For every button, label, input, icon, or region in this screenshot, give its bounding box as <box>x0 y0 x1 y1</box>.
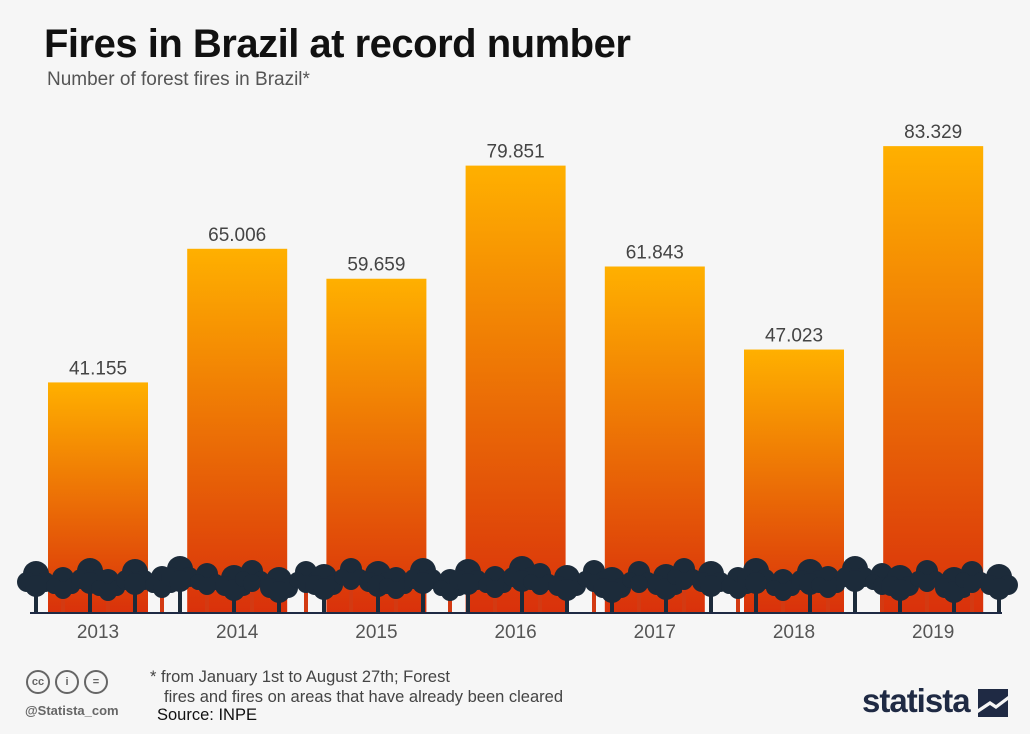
tree-icon <box>881 565 919 613</box>
tree-silhouettes <box>17 556 1018 613</box>
bar-2017 <box>604 266 705 613</box>
bar-chart: 41.155 2013 65.006 2014 59.659 2015 79.851 2016… <box>17 122 1018 643</box>
tree-icon <box>955 561 989 613</box>
statista-logo-icon <box>977 688 1008 717</box>
bar-2019 <box>883 146 984 614</box>
tree-icon <box>91 569 125 613</box>
license-icons: cc i = <box>26 670 108 694</box>
tree-icon <box>116 559 154 613</box>
attribution-icon: i <box>55 670 79 694</box>
bar-2014 <box>187 248 288 614</box>
x-tick-label-2013: 2013 <box>77 622 119 643</box>
x-tick-label-2014: 2014 <box>216 622 259 643</box>
tree-icon <box>46 567 80 613</box>
x-tick-label-2018: 2018 <box>773 622 815 643</box>
tree-icon <box>667 558 701 613</box>
chart-subtitle: Number of forest fires in Brazil* <box>47 69 310 90</box>
statista-logo[interactable]: statista <box>862 682 1008 720</box>
statista-handle: @Statista_com <box>25 703 119 718</box>
brand-name: statista <box>862 682 971 719</box>
tree-icon <box>980 564 1018 613</box>
bar-2015 <box>326 278 427 613</box>
cc-icon: cc <box>26 670 50 694</box>
value-label-2017: 61.843 <box>626 243 684 264</box>
x-tick-label-2016: 2016 <box>494 622 536 643</box>
chart-title: Fires in Brazil at record number <box>44 22 631 66</box>
value-label-2018: 47.023 <box>765 326 823 347</box>
value-label-2016: 79.851 <box>487 142 545 163</box>
footnote-line-1: * from January 1st to August 27th; Fores… <box>150 668 450 686</box>
tree-icon <box>161 556 199 613</box>
bar-2016 <box>465 165 566 613</box>
tree-icon <box>379 567 413 613</box>
x-tick-label-2015: 2015 <box>355 622 397 643</box>
tree-icon <box>593 567 631 613</box>
x-tick-label-2019: 2019 <box>912 622 954 643</box>
tree-icon <box>478 566 512 613</box>
tree-icon <box>260 567 298 613</box>
value-label-2015: 59.659 <box>347 255 405 276</box>
tree-icon <box>334 558 368 613</box>
source-text: Source: INPE <box>157 706 257 724</box>
value-label-2019: 83.329 <box>904 122 962 143</box>
tree-icon <box>235 560 269 613</box>
tree-icon <box>737 558 775 613</box>
footnote-line-2: fires and fires on areas that have alrea… <box>164 688 563 706</box>
no-derivatives-icon: = <box>84 670 108 694</box>
value-label-2014: 65.006 <box>208 225 266 246</box>
x-tick-label-2017: 2017 <box>634 622 676 643</box>
tree-icon <box>692 561 730 613</box>
value-label-2013: 41.155 <box>69 358 127 379</box>
tree-icon <box>305 564 343 613</box>
footnote: * from January 1st to August 27th; Fores… <box>150 667 563 707</box>
tree-icon <box>766 569 800 613</box>
